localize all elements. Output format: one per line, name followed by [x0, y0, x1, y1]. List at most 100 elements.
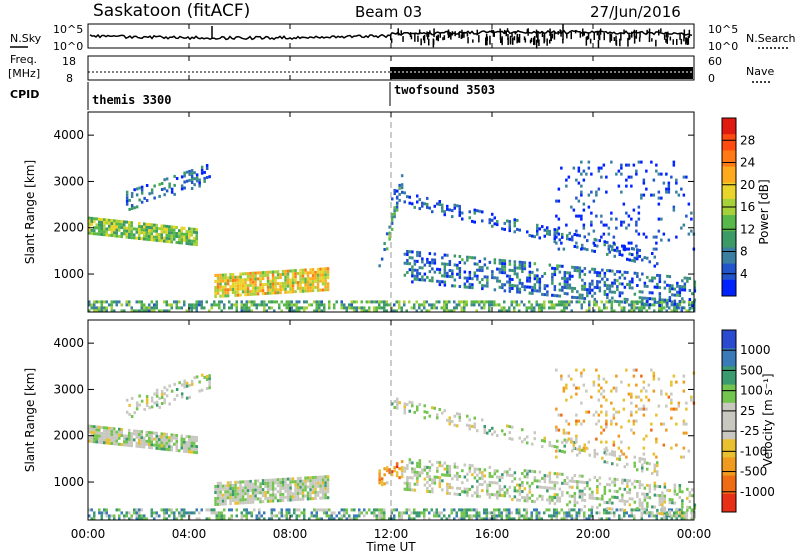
heatmap-cell	[395, 508, 398, 512]
heatmap-cell	[690, 395, 693, 399]
heatmap-cell	[423, 272, 427, 276]
heatmap-cell	[483, 425, 486, 428]
heatmap-cell	[478, 280, 482, 284]
heatmap-cell	[388, 231, 391, 235]
heatmap-cell	[441, 479, 444, 483]
heatmap-cell	[506, 488, 509, 492]
noise-search-spike	[458, 32, 460, 38]
nsky-label: N.Sky	[10, 32, 42, 45]
heatmap-cell	[485, 508, 488, 512]
heatmap-cell	[683, 300, 686, 304]
heatmap-cell	[638, 456, 641, 460]
heatmap-cell	[228, 517, 231, 521]
heatmap-cell	[540, 306, 543, 310]
heatmap-cell	[503, 283, 507, 287]
heatmap-cell	[264, 485, 267, 488]
heatmap-cell	[100, 426, 103, 429]
heatmap-cell	[580, 306, 583, 310]
heatmap-cell	[586, 248, 589, 252]
heatmap-cell	[448, 474, 452, 477]
heatmap-cell	[415, 300, 418, 304]
heatmap-cell	[581, 489, 584, 493]
heatmap-cell	[453, 300, 456, 304]
heatmap-cell	[403, 511, 406, 515]
heatmap-cell	[670, 398, 673, 402]
heatmap-cell	[573, 480, 577, 483]
heatmap-cell	[240, 309, 243, 313]
heatmap-cell	[533, 470, 537, 474]
heatmap-cell	[308, 303, 311, 307]
heatmap-cell	[630, 309, 633, 313]
heatmap-cell	[390, 306, 393, 310]
heatmap-cell	[563, 482, 567, 485]
heatmap-cell	[618, 508, 621, 512]
heatmap-cell	[385, 481, 389, 485]
heatmap-cell	[655, 440, 658, 444]
heatmap-cell	[555, 514, 558, 518]
heatmap-cell	[575, 229, 578, 233]
heatmap-cell	[219, 502, 222, 506]
heatmap-cell	[593, 454, 596, 458]
heatmap-cell	[555, 407, 558, 411]
heatmap-cell	[480, 517, 483, 521]
heatmap-cell	[682, 431, 686, 435]
heatmap-cell	[468, 427, 471, 431]
noise-search-spike	[631, 31, 633, 38]
heatmap-cell	[395, 208, 399, 212]
heatmap-cell	[276, 478, 280, 482]
noise-search-spike	[623, 29, 625, 34]
heatmap-cell	[528, 261, 532, 265]
heatmap-cell	[593, 297, 597, 301]
heatmap-cell	[115, 300, 118, 304]
heatmap-cell	[304, 479, 307, 483]
heatmap-cell	[319, 267, 322, 271]
heatmap-cell	[598, 511, 601, 515]
heatmap-cell	[256, 488, 260, 492]
heatmap-cell	[616, 496, 619, 500]
heatmap-cell	[491, 212, 494, 216]
heatmap-cell	[148, 238, 151, 241]
heatmap-cell	[486, 266, 489, 270]
heatmap-cell	[378, 517, 381, 521]
heatmap-cell	[205, 164, 209, 167]
heatmap-cell	[213, 303, 216, 307]
heatmap-cell	[148, 223, 151, 226]
heatmap-cell	[503, 306, 506, 310]
heatmap-cell	[668, 299, 672, 303]
heatmap-cell	[140, 185, 144, 189]
noise-search-spike	[683, 36, 685, 42]
heatmap-cell	[340, 514, 343, 518]
heatmap-cell	[291, 278, 295, 282]
heatmap-cell	[590, 190, 593, 194]
heatmap-cell	[623, 465, 626, 469]
heatmap-cell	[658, 298, 662, 302]
heatmap-cell	[135, 508, 138, 512]
heatmap-cell	[240, 300, 243, 304]
heatmap-cell	[631, 497, 634, 501]
heatmap-cell	[88, 222, 91, 226]
heatmap-cell	[443, 280, 447, 284]
heatmap-cell	[433, 511, 436, 515]
heatmap-cell	[324, 270, 327, 274]
heatmap-cell	[521, 481, 524, 484]
heatmap-cell	[220, 517, 223, 521]
heatmap-cell	[218, 300, 221, 304]
heatmap-cell	[530, 306, 533, 310]
heatmap-cell	[264, 494, 267, 497]
heatmap-cell	[608, 269, 612, 273]
heatmap-cell	[279, 276, 282, 280]
heatmap-cell	[666, 301, 669, 305]
heatmap-cell	[251, 286, 255, 290]
heatmap-cell	[165, 227, 168, 231]
heatmap-cell	[183, 437, 186, 441]
heatmap-cell	[431, 276, 434, 280]
heatmap-cell	[638, 278, 642, 282]
colorbar-swatch	[722, 348, 736, 367]
heatmap-cell	[248, 306, 251, 310]
heatmap-cell	[195, 179, 199, 183]
heatmap-cell	[128, 431, 131, 435]
noise-search-spike	[402, 36, 404, 42]
heatmap-cell	[518, 508, 521, 512]
heatmap-cell	[373, 309, 376, 313]
heatmap-cell	[600, 175, 603, 179]
